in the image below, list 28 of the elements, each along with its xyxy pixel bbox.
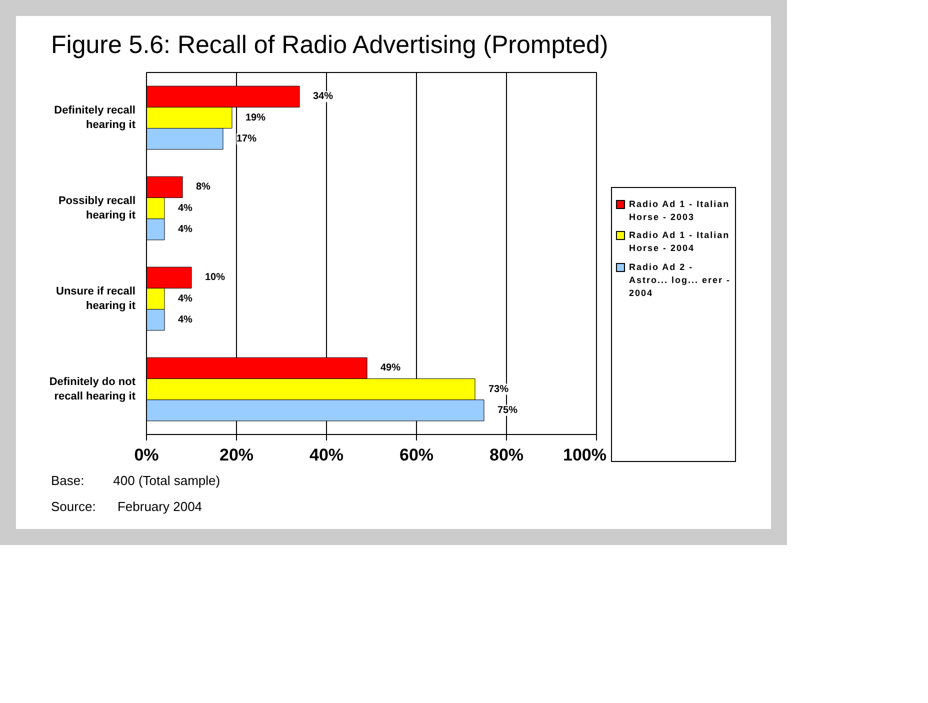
- data-label: 75%: [498, 404, 518, 416]
- data-label: 4%: [178, 314, 193, 326]
- data-label: 34%: [313, 90, 334, 102]
- legend-label: Radio Ad 1 - Italian Horse - 2004: [629, 229, 731, 256]
- data-label: 19%: [246, 112, 266, 123]
- source-note: Source: February 2004: [51, 499, 202, 514]
- x-tick-label: 0%: [134, 445, 159, 464]
- data-label: 4%: [178, 224, 193, 235]
- data-label: 10%: [205, 272, 226, 283]
- chart-title: Figure 5.6: Recall of Radio Advertising (Prompted): [51, 31, 608, 60]
- data-label: 4%: [178, 202, 193, 214]
- x-tick-label: 60%: [399, 445, 434, 464]
- x-tick-label: 100%: [563, 445, 607, 464]
- x-tick-label: 80%: [489, 445, 524, 464]
- data-label: 73%: [488, 384, 509, 394]
- y-tick-label: Definitely do not recall hearing it: [49, 376, 136, 402]
- y-tick-label: Possibly recall hearing it: [58, 194, 136, 222]
- x-tick-label: 20%: [219, 445, 254, 464]
- legend-label: Radio Ad 1 - Italian Horse - 2003: [629, 198, 731, 224]
- data-label: 49%: [380, 362, 401, 374]
- x-tick-label: 40%: [309, 445, 344, 464]
- text: Base: 400 (Total sample): [51, 472, 220, 488]
- y-tick-label: Unsure if recall hearing it: [56, 285, 136, 312]
- data-label: 4%: [178, 293, 193, 304]
- data-label: 17%: [236, 133, 257, 144]
- data-label: 8%: [196, 181, 211, 192]
- y-tick-label: Definitely recall hearing it: [54, 104, 136, 131]
- legend-label: Radio Ad 2 - Astro... log... erer - 2004: [629, 261, 731, 300]
